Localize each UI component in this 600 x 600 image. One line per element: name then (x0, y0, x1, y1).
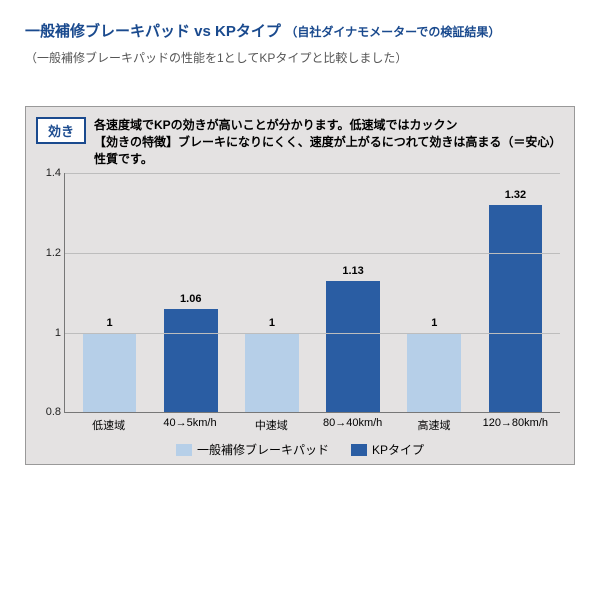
y-tick-label: 1.4 (39, 167, 61, 179)
bar-slot: 1.13 (313, 173, 394, 412)
bar: 1.13 (326, 281, 380, 412)
plot-area: 11.0611.1311.32 0.811.21.4 (64, 173, 560, 413)
title-main: 一般補修ブレーキパッド vs KPタイプ (25, 23, 281, 40)
bars-group: 1 1.06 1 1.13 1 1.32 (65, 173, 560, 412)
bar: 1.06 (164, 309, 218, 413)
bar-value-label: 1.13 (342, 265, 363, 277)
chart-header: 効き 各速度域でKPの効きが高いことが分かります。低速域ではカックン 【効きの特… (36, 117, 564, 167)
bar-slot: 1 (69, 173, 150, 412)
page-title: 一般補修ブレーキパッド vs KPタイプ （自社ダイナモメーターでの検証結果） (25, 20, 575, 41)
legend-swatch (351, 444, 367, 456)
legend-label: KPタイプ (372, 441, 424, 458)
bar-slot: 1 (394, 173, 475, 412)
legend-swatch (176, 444, 192, 456)
x-tick-label: 40→5km/h (149, 413, 230, 433)
bar: 1.32 (489, 205, 543, 412)
bar: 1 (245, 333, 299, 413)
bar: 1 (407, 333, 461, 413)
bar-value-label: 1 (107, 317, 113, 329)
gridline (65, 253, 560, 254)
gridline (65, 173, 560, 174)
x-tick-label: 80→40km/h (312, 413, 393, 433)
bar-value-label: 1 (269, 317, 275, 329)
chart-badge: 効き (36, 117, 86, 144)
x-axis-labels: 低速域40→5km/h中速域80→40km/h高速域120→80km/h (64, 413, 560, 433)
bar-value-label: 1.06 (180, 293, 201, 305)
legend-label: 一般補修ブレーキパッド (197, 441, 329, 458)
legend: 一般補修ブレーキパッド KPタイプ (36, 441, 564, 458)
x-tick-label: 高速域 (393, 413, 474, 433)
legend-item: KPタイプ (351, 441, 424, 458)
title-sub: （自社ダイナモメーターでの検証結果） (285, 25, 500, 39)
desc-line2: 【効きの特徴】ブレーキになりにくく、速度が上がるにつれて効きは高まる（＝安心）性… (94, 135, 561, 166)
desc-line1: 各速度域でKPの効きが高いことが分かります。低速域ではカックン (94, 118, 457, 132)
x-tick-label: 中速域 (231, 413, 312, 433)
y-tick-label: 1 (39, 327, 61, 339)
gridline (65, 333, 560, 334)
bar-value-label: 1.32 (505, 189, 526, 201)
legend-item: 一般補修ブレーキパッド (176, 441, 329, 458)
bar-value-label: 1 (431, 317, 437, 329)
y-tick-label: 0.8 (39, 406, 61, 418)
bar-slot: 1.06 (150, 173, 231, 412)
chart-container: 効き 各速度域でKPの効きが高いことが分かります。低速域ではカックン 【効きの特… (25, 106, 575, 465)
x-tick-label: 120→80km/h (475, 413, 556, 433)
x-tick-label: 低速域 (68, 413, 149, 433)
y-tick-label: 1.2 (39, 247, 61, 259)
bar-slot: 1 (231, 173, 312, 412)
bar-slot: 1.32 (475, 173, 556, 412)
chart-description: 各速度域でKPの効きが高いことが分かります。低速域ではカックン 【効きの特徴】ブ… (94, 117, 564, 167)
bar: 1 (83, 333, 137, 413)
subtitle: （一般補修ブレーキパッドの性能を1としてKPタイプと比較しました） (25, 49, 575, 66)
